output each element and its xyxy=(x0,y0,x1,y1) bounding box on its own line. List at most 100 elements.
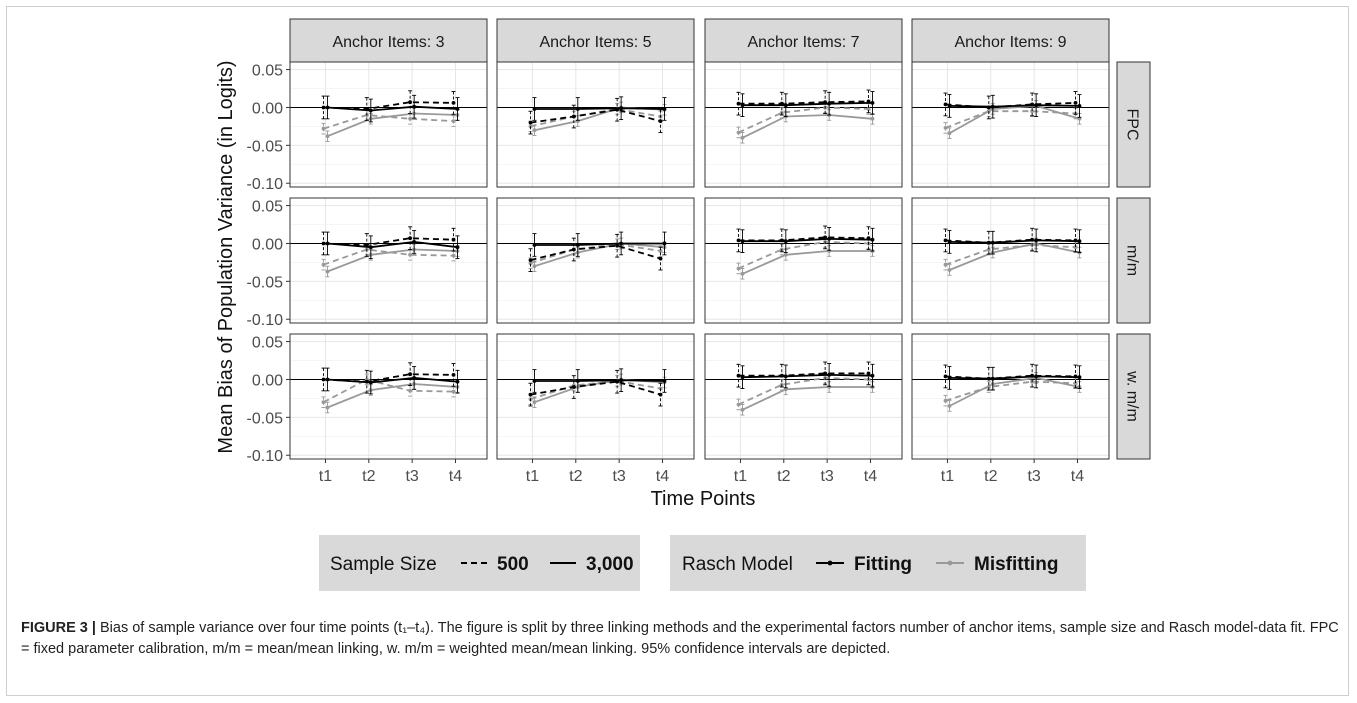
series-misfitting-3-000-point xyxy=(532,128,537,133)
series-fitting-500-point xyxy=(451,373,456,377)
series-misfitting-500-point xyxy=(1073,381,1078,386)
series-fitting-3-000-point xyxy=(325,241,330,246)
series-fitting-500-point xyxy=(866,371,871,376)
legend-label-3000: 3,000 xyxy=(586,554,634,575)
panel-w-m-m-2 xyxy=(496,333,695,460)
series-misfitting-500-line xyxy=(738,376,869,406)
legend-key-fitting-point xyxy=(827,560,833,566)
y-tick-label: 0.00 xyxy=(252,372,283,389)
series-misfitting-500-point xyxy=(321,400,326,405)
series-misfitting-3-000-point xyxy=(783,387,788,392)
panel-border xyxy=(496,333,695,460)
figure-caption: FIGURE 3 | Bias of sample variance over … xyxy=(21,618,1346,660)
panel-border xyxy=(911,333,1110,460)
panel-border xyxy=(911,61,1110,188)
series-fitting-3-000-point xyxy=(325,377,330,382)
x-tick-label: t1 xyxy=(526,468,539,485)
series-fitting-500-point xyxy=(736,101,741,106)
x-tick-label: t4 xyxy=(1071,468,1084,485)
series-fitting-500-point xyxy=(528,258,533,262)
y-tick-label: -0.05 xyxy=(247,138,284,155)
strip-row-m-m xyxy=(1116,197,1151,324)
panel-border xyxy=(704,197,903,324)
panel-background xyxy=(705,62,902,187)
y-tick-label: -0.10 xyxy=(247,312,284,329)
series-misfitting-3-000-point xyxy=(1077,116,1082,121)
series-fitting-500-point xyxy=(321,241,326,246)
panels-layer: Anchor Items: 3 Anchor Items: 5 Anchor Ite… xyxy=(215,18,1151,510)
panel-fpc-3 xyxy=(704,61,903,188)
series-fitting-500-line xyxy=(530,108,661,124)
series-fitting-3-000-point xyxy=(662,379,667,383)
series-fitting-3-000-point xyxy=(1077,239,1082,244)
series-misfitting-500-point xyxy=(943,126,948,130)
series-fitting-3-000-point xyxy=(368,245,373,250)
series-fitting-3-000-point xyxy=(575,379,580,383)
series-misfitting-500-point xyxy=(658,249,663,253)
series-fitting-3-000-point xyxy=(990,240,995,245)
series-fitting-3-000-line xyxy=(742,237,873,243)
series-fitting-500-line xyxy=(530,380,661,396)
series-fitting-3-000-point xyxy=(1077,375,1082,380)
series-misfitting-500-point xyxy=(943,398,948,403)
series-fitting-3-000-point xyxy=(1034,103,1038,108)
panel-m-m-2 xyxy=(496,197,695,324)
panel-background xyxy=(912,62,1109,187)
series-fitting-500-point xyxy=(321,105,326,110)
series-misfitting-500-line xyxy=(945,244,1076,266)
panel-border xyxy=(704,333,903,460)
series-misfitting-3-000-point xyxy=(783,252,788,257)
series-fitting-3-000-point xyxy=(947,376,952,380)
series-fitting-3-000-line xyxy=(534,242,665,246)
series-fitting-3-000-point xyxy=(662,107,667,111)
series-fitting-3-000-point xyxy=(783,374,788,379)
series-fitting-500-line xyxy=(738,100,869,105)
series-fitting-3-000-point xyxy=(662,241,667,246)
x-tick-label: t2 xyxy=(777,468,790,485)
panel-background xyxy=(705,198,902,323)
series-fitting-3-000-point xyxy=(532,379,537,383)
series-misfitting-3-000-point xyxy=(947,268,952,272)
series-fitting-3-000-point xyxy=(827,373,831,377)
series-misfitting-3-000-line xyxy=(327,248,458,273)
series-fitting-3-000-line xyxy=(327,105,458,112)
series-fitting-3-000-line xyxy=(534,379,665,382)
series-fitting-500-point xyxy=(451,101,456,105)
strip-row-label-w-m-m: w. m/m xyxy=(1124,370,1141,422)
figure-frame: Anchor Items: 3 Anchor Items: 5 Anchor Ite… xyxy=(6,6,1349,696)
panel-border xyxy=(496,197,695,324)
panel-fpc-1 xyxy=(289,61,488,188)
series-fitting-500-point xyxy=(571,385,576,389)
faceted-line-chart: Anchor Items: 3 Anchor Items: 5 Anchor Ite… xyxy=(215,18,1151,591)
series-fitting-500-point xyxy=(615,243,619,248)
strip-row-label-m-m: m/m xyxy=(1124,245,1141,276)
series-misfitting-500-point xyxy=(321,126,326,131)
series-fitting-3-000-point xyxy=(1034,374,1038,379)
panel-background xyxy=(705,334,902,459)
series-fitting-3-000-point xyxy=(368,108,373,113)
series-misfitting-3-000-point xyxy=(947,404,952,408)
series-fitting-3-000-line xyxy=(327,376,458,384)
series-misfitting-3-000-line xyxy=(742,386,873,411)
series-fitting-500-point xyxy=(408,100,412,105)
x-axis-title: Time Points xyxy=(651,488,756,510)
series-misfitting-3-000-point xyxy=(740,135,745,140)
series-misfitting-500-line xyxy=(945,110,1076,129)
legend-title-rasch-model: Rasch Model xyxy=(682,554,793,575)
series-fitting-3-000-point xyxy=(783,239,788,244)
series-misfitting-500-point xyxy=(736,402,741,407)
y-tick-label: -0.05 xyxy=(247,274,284,291)
x-tick-label: t3 xyxy=(612,468,625,485)
series-fitting-3-000-point xyxy=(870,373,875,378)
strip-row-label-fpc: FPC xyxy=(1124,109,1141,141)
series-misfitting-500-line xyxy=(530,380,661,401)
y-tick-label: 0.00 xyxy=(252,236,283,253)
series-misfitting-500-point xyxy=(451,119,456,123)
series-fitting-500-point xyxy=(943,238,948,243)
x-tick-label: t4 xyxy=(864,468,877,485)
series-misfitting-500-point xyxy=(736,266,741,271)
panel-m-m-4 xyxy=(911,197,1110,324)
x-tick-label: t1 xyxy=(941,468,954,485)
x-tick-label: t3 xyxy=(405,468,418,485)
panel-background xyxy=(497,334,694,459)
